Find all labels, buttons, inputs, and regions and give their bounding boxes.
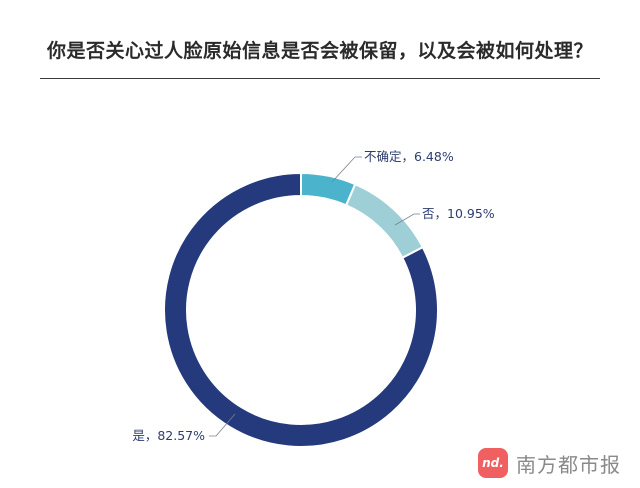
brand-name: 南方都市报 [516, 452, 621, 477]
donut-slice-3 [163, 171, 439, 448]
leader-line-2 [394, 213, 420, 226]
title-divider [40, 78, 600, 79]
leader-line-1 [331, 156, 362, 183]
chart-title: 你是否关心过人脸原始信息是否会被保留，以及会被如何处理？ [46, 40, 593, 62]
nd-logo-icon: nd. [478, 448, 508, 478]
donut-slice-2 [344, 182, 425, 260]
leader-line-3 [209, 413, 236, 437]
data-label-3: 是，82.57% [132, 428, 205, 443]
data-label-1: 不确定，6.48% [364, 149, 454, 164]
brand-watermark: nd. 南方都市报 [478, 448, 621, 478]
donut-slice-1 [300, 171, 357, 207]
data-label-2: 否，10.95% [422, 206, 495, 221]
